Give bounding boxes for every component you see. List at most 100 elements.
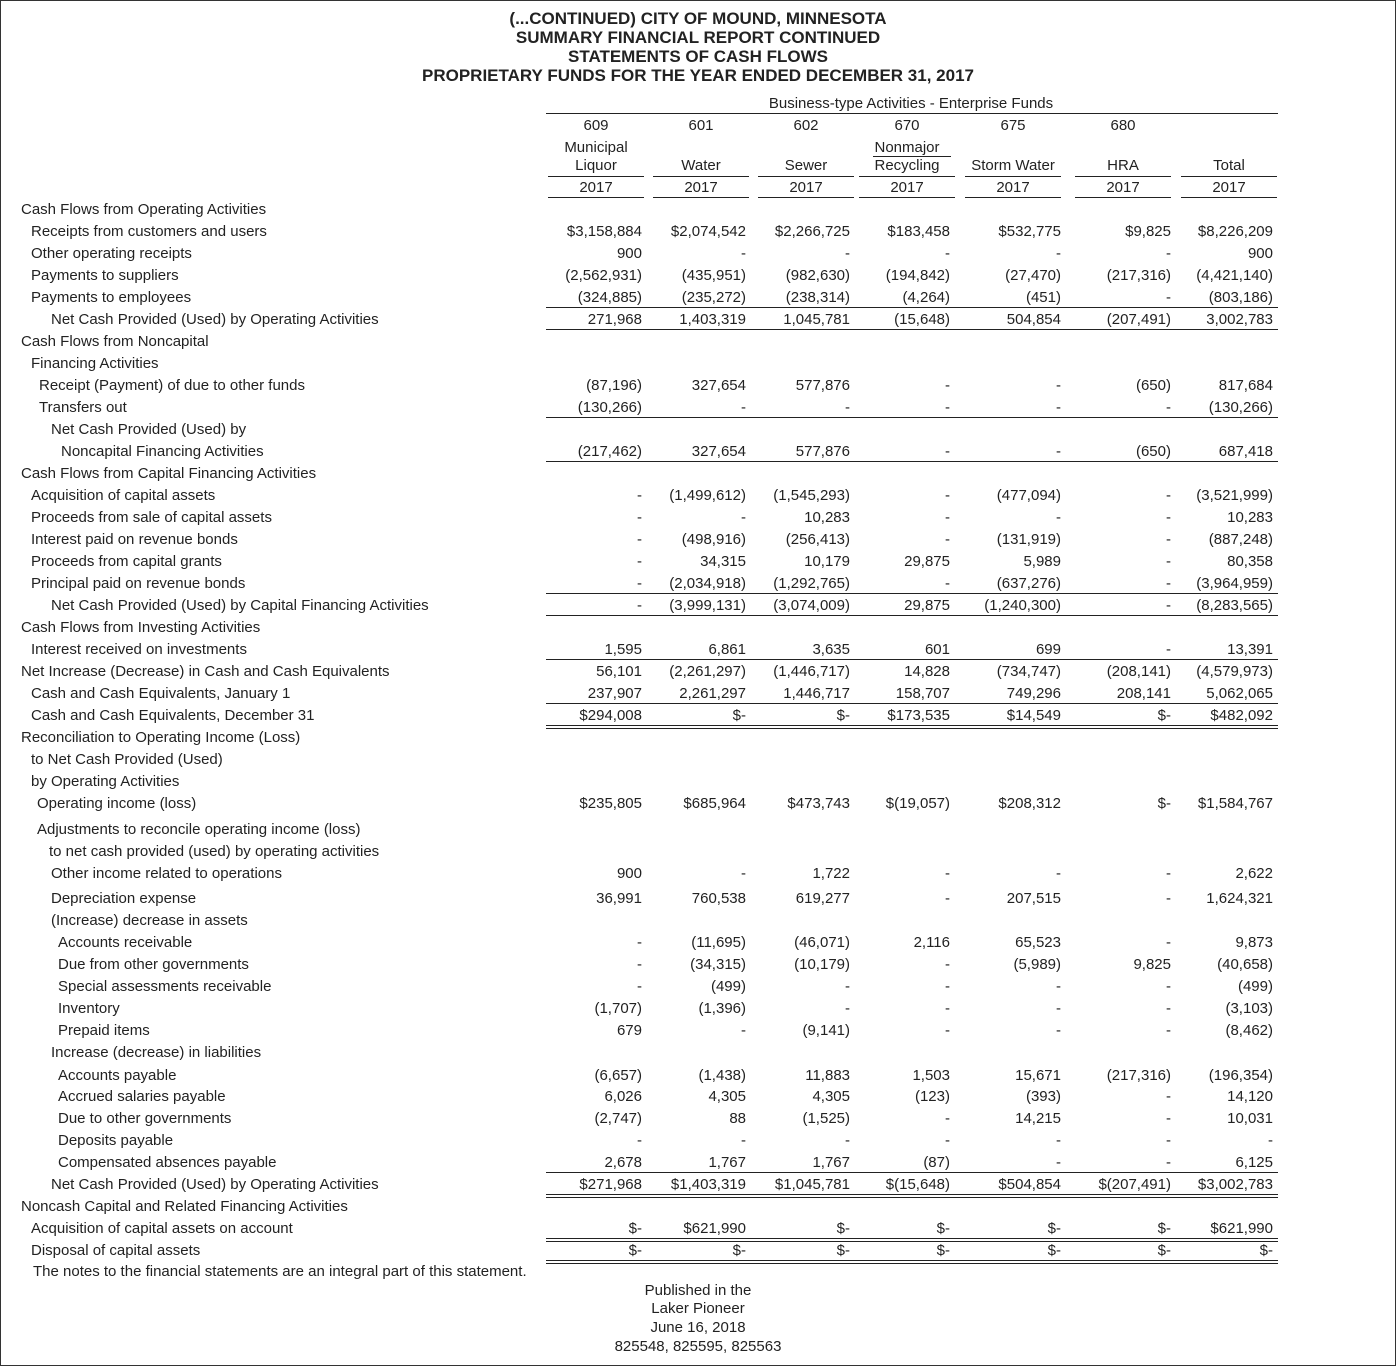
row-label: Net Cash Provided (Used) by Capital Fina… xyxy=(51,597,429,614)
cell-value: $14,549 xyxy=(1006,707,1061,724)
row-label: Due from other governments xyxy=(58,956,249,973)
cell-value: 9,873 xyxy=(1235,934,1273,951)
cell-value: (803,186) xyxy=(1208,289,1273,306)
rule xyxy=(546,1238,1278,1239)
cell-value: $482,092 xyxy=(1210,707,1273,724)
cell-value: - xyxy=(945,890,950,907)
cell-value: 10,179 xyxy=(804,553,850,570)
cell-value: 271,968 xyxy=(587,311,642,328)
cell-value: (207,491) xyxy=(1106,311,1171,328)
cell-value: - xyxy=(637,487,642,504)
fund-number: 680 xyxy=(1110,117,1136,134)
fund-name: Nonmajor xyxy=(874,139,940,156)
cell-value: 36,991 xyxy=(596,890,642,907)
cell-value: (4,264) xyxy=(902,289,950,306)
cell-value: - xyxy=(1166,1132,1171,1149)
rule xyxy=(546,593,1278,594)
row-label: Cash Flows from Investing Activities xyxy=(21,619,261,636)
title-line: SUMMARY FINANCIAL REPORT CONTINUED xyxy=(515,28,881,47)
rule xyxy=(546,1260,1278,1261)
cell-value: $9,825 xyxy=(1125,223,1171,240)
cell-value: 2,116 xyxy=(913,934,950,951)
cell-value: 2,622 xyxy=(1235,865,1273,882)
publisher-line: Published in the xyxy=(644,1282,752,1299)
cell-value: (1,545,293) xyxy=(773,487,850,504)
row-label: Net Increase (Decrease) in Cash and Cash… xyxy=(21,663,390,680)
cell-value: - xyxy=(945,377,950,394)
rule xyxy=(1181,197,1277,198)
row-label: Depreciation expense xyxy=(51,890,197,907)
title-line: PROPRIETARY FUNDS FOR THE YEAR ENDED DEC… xyxy=(422,66,974,85)
rule xyxy=(546,417,1278,418)
cell-value: - xyxy=(1056,1022,1061,1039)
cell-value: $(207,491) xyxy=(1098,1176,1171,1193)
cell-value: 3,002,783 xyxy=(1206,311,1273,328)
row-label: to Net Cash Provided (Used) xyxy=(31,751,223,768)
cell-value: 679 xyxy=(616,1022,642,1039)
cell-value: - xyxy=(845,1000,850,1017)
fund-name: Municipal xyxy=(564,139,628,156)
cell-value: - xyxy=(845,978,850,995)
cell-value: - xyxy=(1166,575,1171,592)
cell-value: $1,403,319 xyxy=(670,1176,746,1193)
cell-value: - xyxy=(1166,245,1171,262)
cell-value: - xyxy=(945,1022,950,1039)
cell-value: (887,248) xyxy=(1208,531,1273,548)
rule xyxy=(546,703,1278,704)
cell-value: (208,141) xyxy=(1106,663,1171,680)
cell-value: 34,315 xyxy=(700,553,746,570)
cell-value: (123) xyxy=(914,1088,950,1105)
cell-value: - xyxy=(1166,399,1171,416)
fund-name: Liquor xyxy=(575,157,617,174)
cell-value: (499) xyxy=(710,978,746,995)
row-label: Financing Activities xyxy=(31,355,159,372)
cell-value: 760,538 xyxy=(691,890,746,907)
cell-value: (217,462) xyxy=(577,443,642,460)
rule xyxy=(546,1241,1278,1242)
row-label: Accrued salaries payable xyxy=(58,1088,226,1105)
cell-value: (196,354) xyxy=(1208,1067,1273,1084)
cell-value: $- xyxy=(836,1242,850,1259)
row-label: Payments to suppliers xyxy=(31,267,179,284)
row-label: Net Cash Provided (Used) by Operating Ac… xyxy=(51,311,379,328)
cell-value: - xyxy=(637,956,642,973)
footnote: The notes to the financial statements ar… xyxy=(33,1263,527,1280)
cell-value: - xyxy=(945,1132,950,1149)
cell-value: $173,535 xyxy=(887,707,950,724)
cell-value: (6,657) xyxy=(594,1067,642,1084)
row-label: Special assessments receivable xyxy=(58,978,272,995)
cell-value: $- xyxy=(1157,1220,1171,1237)
cell-value: 9,825 xyxy=(1133,956,1171,973)
cell-value: $(19,057) xyxy=(885,795,950,812)
cell-value: - xyxy=(637,597,642,614)
cell-value: - xyxy=(637,575,642,592)
cell-value: $- xyxy=(732,707,746,724)
fund-year: 2017 xyxy=(789,179,823,196)
cell-value: (1,499,612) xyxy=(669,487,746,504)
fund-year: 2017 xyxy=(996,179,1030,196)
row-label: Transfers out xyxy=(39,399,127,416)
row-label: Other income related to operations xyxy=(51,865,282,882)
rule xyxy=(653,176,749,177)
cell-value: (15,648) xyxy=(894,311,950,328)
rule xyxy=(1181,176,1277,177)
cell-value: $2,266,725 xyxy=(774,223,850,240)
fund-year: 2017 xyxy=(684,179,718,196)
cell-value: 3,635 xyxy=(812,641,850,658)
cell-value: (3,964,959) xyxy=(1196,575,1273,592)
cell-value: - xyxy=(637,978,642,995)
row-label: (Increase) decrease in assets xyxy=(51,912,248,929)
fund-name: Water xyxy=(681,157,721,174)
rule xyxy=(546,725,1278,726)
row-label: Acquisition of capital assets xyxy=(31,487,216,504)
cell-value: (1,240,300) xyxy=(984,597,1061,614)
cell-value: (393) xyxy=(1025,1088,1061,1105)
cell-value: - xyxy=(945,575,950,592)
row-label: Receipts from customers and users xyxy=(31,223,267,240)
row-label: Interest paid on revenue bonds xyxy=(31,531,238,548)
row-label: Net Cash Provided (Used) by xyxy=(51,421,247,438)
cell-value: $685,964 xyxy=(683,795,746,812)
row-label: Acquisition of capital assets on account xyxy=(31,1220,293,1237)
cell-value: 6,026 xyxy=(604,1088,642,1105)
